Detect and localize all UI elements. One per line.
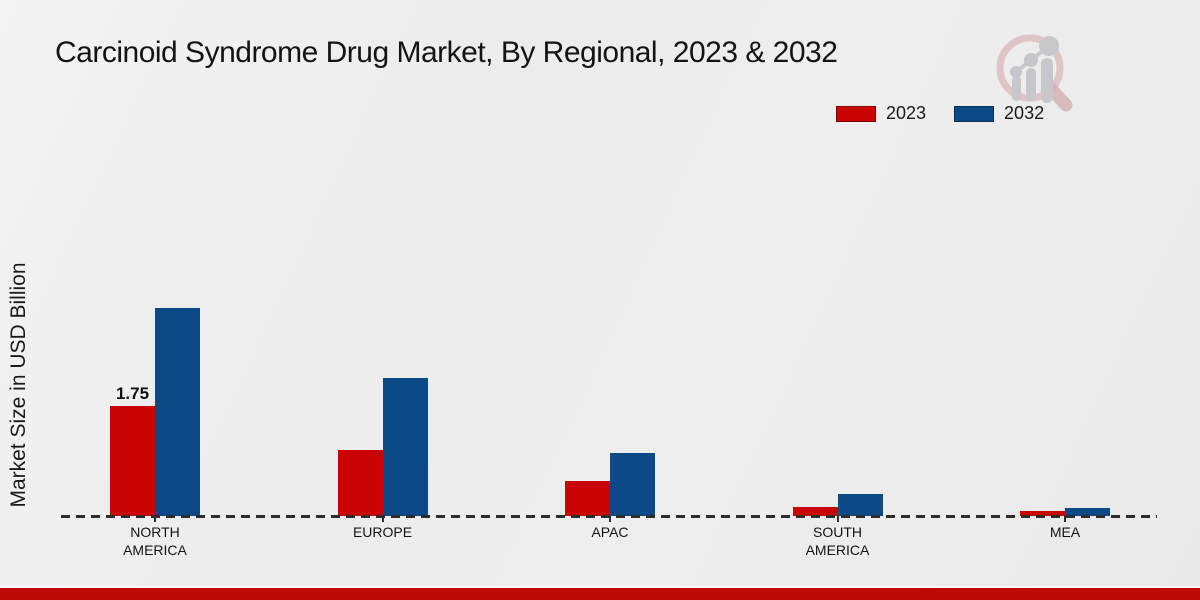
category-label-mea: MEA xyxy=(1049,524,1081,540)
bar-2023-mea xyxy=(1020,511,1065,516)
bar-2032-north-america xyxy=(155,308,200,516)
bar-2032-europe xyxy=(382,378,428,516)
bar-2032-south-america xyxy=(837,494,883,516)
bar-2023-europe xyxy=(337,450,383,516)
chart-title: Carcinoid Syndrome Drug Market, By Regio… xyxy=(55,36,838,69)
x-axis-tick-south-america xyxy=(836,516,839,522)
x-axis-tick-mea xyxy=(1064,516,1066,522)
magnifier-bar-chart-logo-icon xyxy=(996,34,1073,112)
bar-2032-mea xyxy=(1065,508,1110,516)
x-axis-tick-europe xyxy=(381,516,384,522)
x-axis-tick-north-america xyxy=(154,516,156,522)
bar-2023-south-america xyxy=(792,507,838,516)
legend-item-2032: 2032 xyxy=(954,103,1044,124)
bar-2032-apac xyxy=(610,453,655,516)
legend-swatch-2023 xyxy=(836,105,876,122)
value-label-2023-north-america: 1.75 xyxy=(115,384,150,403)
category-label-south-america: SOUTH AMERICA xyxy=(805,524,870,559)
bar-2023-apac xyxy=(565,481,610,516)
legend-label-2032: 2032 xyxy=(1004,103,1045,123)
bar-2023-north-america xyxy=(110,406,155,516)
category-label-europe: EUROPE xyxy=(352,524,413,540)
legend-swatch-2032 xyxy=(954,105,995,122)
legend: 2023 2032 xyxy=(836,103,1044,124)
legend-label-2023: 2023 xyxy=(886,103,927,123)
footer-accent-bar xyxy=(0,586,1200,600)
category-label-north-america: NORTH AMERICA xyxy=(123,524,187,559)
category-label-apac: APAC xyxy=(591,524,629,540)
x-axis-tick-apac xyxy=(609,516,611,522)
legend-item-2023: 2023 xyxy=(836,103,926,124)
